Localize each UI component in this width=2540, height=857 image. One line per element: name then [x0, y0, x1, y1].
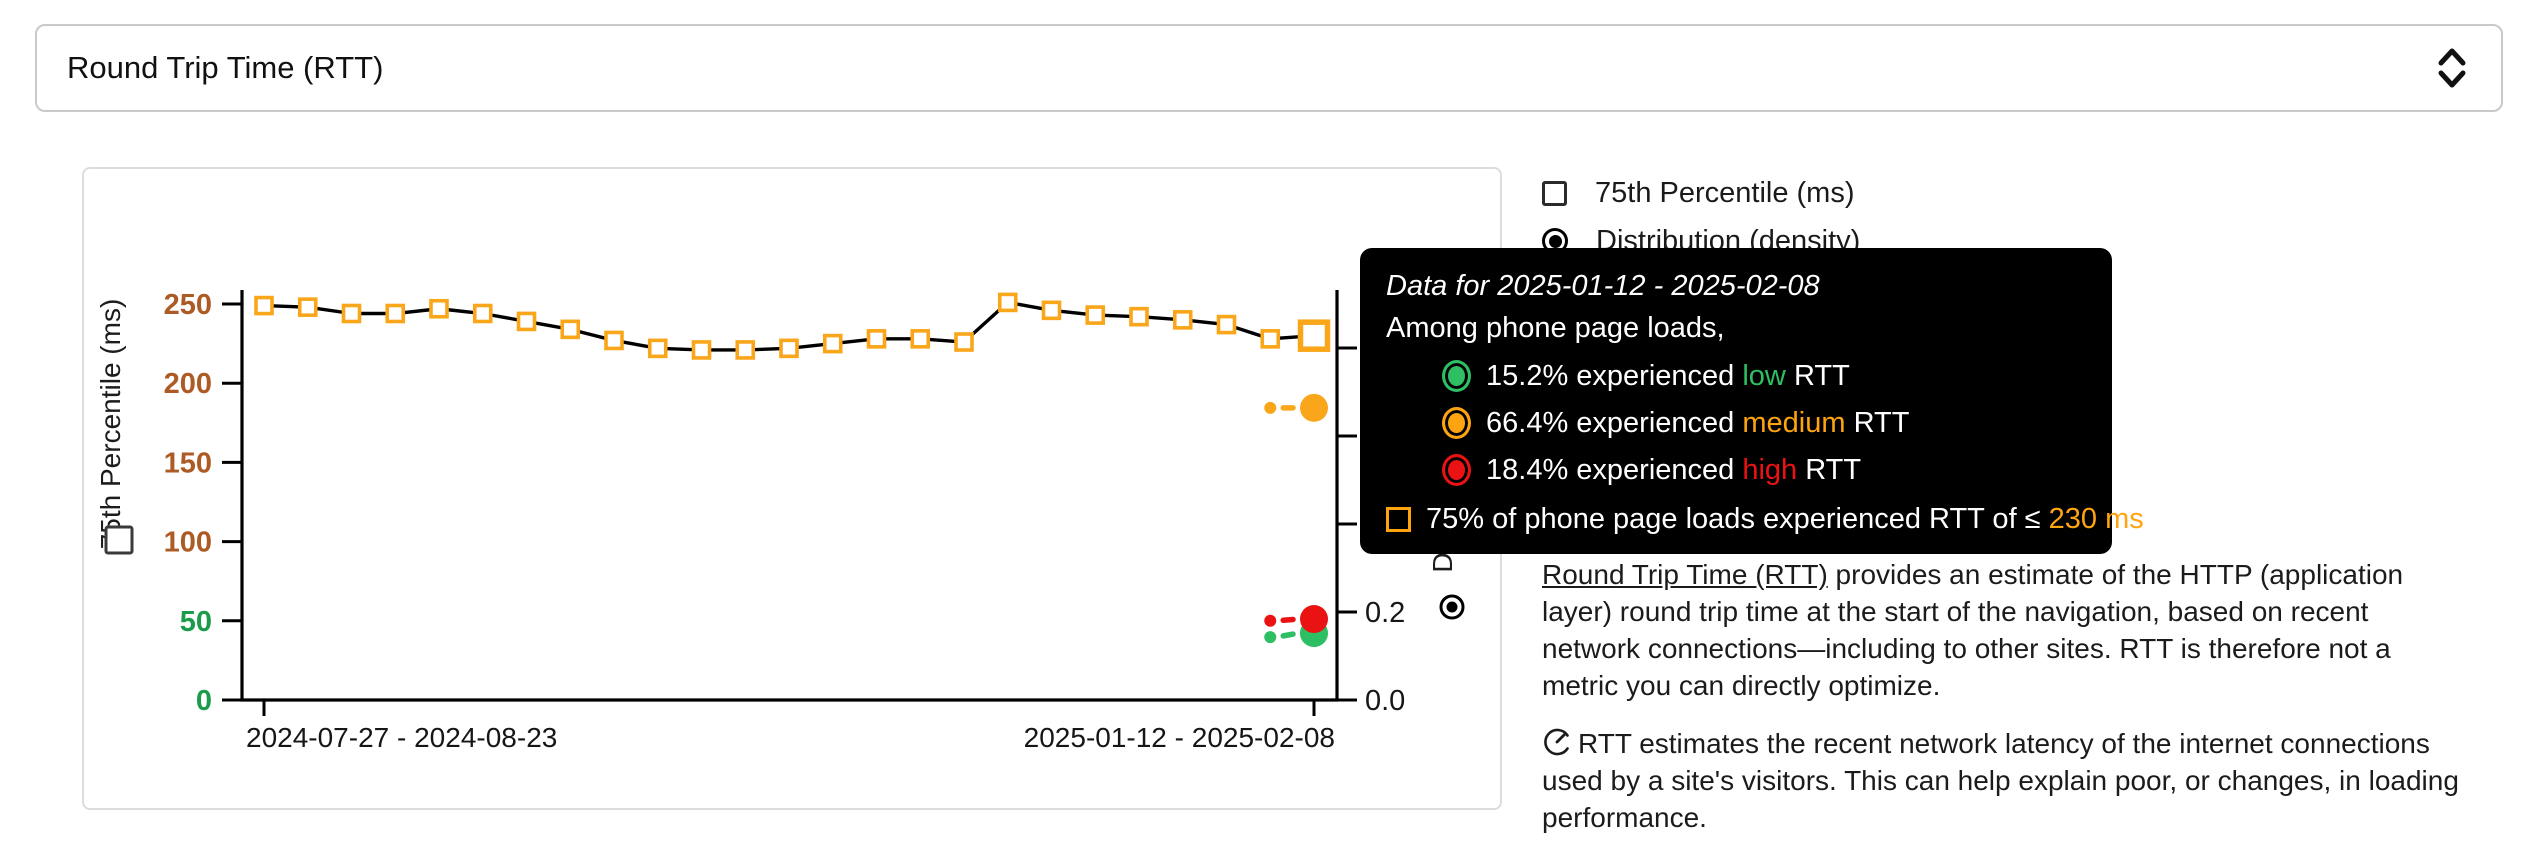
- tooltip-row-low-text: 15.2% experienced low RTT: [1486, 360, 1850, 392]
- data-point: [1260, 329, 1281, 349]
- distribution-current-dot-high: [1300, 605, 1328, 634]
- y-left-axis-checkbox-icon: [104, 525, 134, 555]
- data-point: [254, 295, 274, 316]
- low-density-bullet-icon: [1442, 360, 1471, 392]
- data-point: [1172, 310, 1193, 330]
- y-left-tick-label: 250: [164, 289, 212, 321]
- tooltip-subtitle: Among phone page loads,: [1386, 312, 1725, 344]
- description-p2-text: RTT estimates the recent network latency…: [1542, 728, 2459, 833]
- rtt-chart-canvas[interactable]: 0501001502002500.00.20.40.60.82024-07-27…: [0, 0, 2540, 836]
- tooltip-row-high-text: 18.4% experienced high RTT: [1486, 454, 1862, 486]
- data-point: [560, 319, 581, 340]
- y-right-tick-label: 0.2: [1365, 597, 1405, 629]
- chart-tooltip: Data for 2025-01-12 - 2025-02-08 Among p…: [1360, 248, 2144, 554]
- tooltip-threshold-text: 75% of phone page loads experienced RTT …: [1426, 503, 2144, 535]
- axes: [240, 290, 1339, 702]
- distribution-current-dot-medium: [1300, 393, 1328, 422]
- tooltip-title: Data for 2025-01-12 - 2025-02-08: [1386, 270, 1820, 302]
- percentile-square-marker-icon: [1386, 506, 1411, 532]
- data-point: [1085, 305, 1106, 325]
- data-point: [385, 303, 406, 324]
- rtt-doc-link[interactable]: Round Trip Time (RTT): [1542, 559, 1828, 590]
- distribution-connector-low: [1280, 631, 1296, 639]
- gauge-icon: [1544, 728, 1569, 756]
- crux-vis-page: { "metric_selector": { "value": "Round T…: [0, 0, 2540, 836]
- radio-dot: [1548, 234, 1562, 248]
- distribution-prev-dot-medium: [1264, 401, 1277, 414]
- data-point: [997, 292, 1018, 313]
- legend-row-percentile[interactable]: 75th Percentile (ms): [1542, 176, 1860, 210]
- tooltip-row-medium: 66.4% experienced medium RTT: [1386, 406, 2086, 440]
- data-point: [297, 297, 318, 317]
- metric-selector-value: Round Trip Time (RTT): [67, 50, 384, 85]
- select-updown-chevron-icon: [2433, 42, 2471, 94]
- distribution-prev-dot-low: [1264, 631, 1277, 644]
- data-point: [341, 303, 362, 324]
- data-point: [1041, 300, 1062, 321]
- y-left-tick-label: 150: [164, 447, 212, 479]
- medium-density-bullet-icon: [1442, 407, 1471, 439]
- y-left-tick-label: 100: [164, 527, 212, 559]
- chart-legend: 75th Percentile (ms) Distribution (densi…: [1542, 176, 1860, 258]
- highlighted-data-point: [1297, 319, 1331, 352]
- distribution-connector-high: [1280, 616, 1296, 624]
- legend-percentile-label[interactable]: 75th Percentile (ms): [1595, 176, 1855, 209]
- distribution-prev-dot-high: [1264, 614, 1277, 627]
- data-point: [1129, 306, 1149, 327]
- tooltip-threshold-row: 75% of phone page loads experienced RTT …: [1386, 502, 2144, 536]
- data-point: [954, 332, 974, 352]
- description-p1-text: provides an estimate of the HTTP (applic…: [1542, 559, 2404, 701]
- data-point: [691, 340, 712, 360]
- data-point: [866, 329, 887, 349]
- data-point: [429, 298, 449, 319]
- description-paragraph-1: Round Trip Time (RTT) provides an estima…: [1542, 556, 2470, 704]
- data-point: [647, 338, 668, 359]
- y-left-axis-title: 75th Percentile (ms): [95, 299, 126, 550]
- high-density-bullet-icon: [1442, 454, 1471, 486]
- y-right-axis-radio-dot: [1446, 601, 1458, 613]
- y-left-tick-label: 50: [180, 606, 212, 638]
- data-point: [779, 338, 799, 359]
- data-point: [604, 330, 624, 351]
- y-left-tick-label: 200: [164, 368, 212, 400]
- data-point: [516, 311, 537, 332]
- metric-selector[interactable]: Round Trip Time (RTT): [35, 24, 2503, 112]
- tooltip-row-low: 15.2% experienced low RTT: [1386, 359, 2086, 393]
- y-right-tick-label: 0.0: [1365, 685, 1405, 717]
- metric-description: Round Trip Time (RTT) provides an estima…: [1542, 556, 2470, 857]
- percentile-checkbox-unchecked[interactable]: [1542, 180, 1567, 206]
- data-point: [735, 340, 756, 360]
- data-point: [1216, 314, 1237, 335]
- x-tick-label-end: 2025-01-12 - 2025-02-08: [1024, 722, 1335, 753]
- x-tick-label-start: 2024-07-27 - 2024-08-23: [246, 722, 557, 753]
- tooltip-row-high: 18.4% experienced high RTT: [1386, 453, 2086, 487]
- chart-card: [82, 167, 1502, 810]
- description-paragraph-2: RTT estimates the recent network latency…: [1542, 725, 2470, 836]
- tooltip-row-medium-text: 66.4% experienced medium RTT: [1486, 407, 1910, 439]
- data-point: [910, 329, 931, 349]
- data-point: [472, 303, 493, 324]
- y-left-tick-label: 0: [196, 685, 212, 717]
- data-point: [822, 333, 843, 354]
